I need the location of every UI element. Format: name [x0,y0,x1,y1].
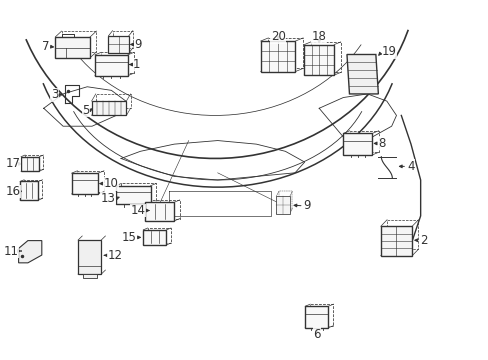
Polygon shape [143,230,166,245]
Text: 9: 9 [303,199,310,212]
Polygon shape [116,186,150,204]
Text: 15: 15 [122,231,136,244]
Text: 8: 8 [377,137,385,150]
Text: 17: 17 [5,157,20,170]
Text: 14: 14 [130,204,145,217]
Text: 16: 16 [5,185,20,198]
Polygon shape [78,240,101,274]
Polygon shape [19,240,41,263]
Text: 13: 13 [100,192,115,205]
Text: 5: 5 [82,104,89,117]
Text: 19: 19 [381,45,396,58]
Text: 7: 7 [42,40,49,53]
Polygon shape [82,274,97,278]
Text: 6: 6 [312,328,320,341]
Polygon shape [20,181,39,200]
Polygon shape [380,226,411,256]
Polygon shape [346,54,378,94]
Text: 9: 9 [134,38,142,51]
Polygon shape [145,202,174,221]
Polygon shape [304,45,333,75]
Text: 3: 3 [51,88,58,101]
Polygon shape [108,36,128,53]
Polygon shape [343,134,371,155]
Text: 20: 20 [270,30,285,43]
Polygon shape [55,37,90,58]
Text: 1: 1 [133,58,141,71]
Polygon shape [91,101,126,116]
Polygon shape [95,55,127,76]
Text: 10: 10 [104,177,119,190]
Text: 11: 11 [3,244,19,257]
Text: 12: 12 [107,249,122,262]
Polygon shape [71,173,98,194]
Text: 4: 4 [407,160,414,173]
Polygon shape [305,306,327,328]
Text: 18: 18 [311,30,326,43]
Polygon shape [21,157,40,171]
Polygon shape [276,197,289,214]
Polygon shape [260,41,295,72]
Text: 2: 2 [419,234,427,247]
